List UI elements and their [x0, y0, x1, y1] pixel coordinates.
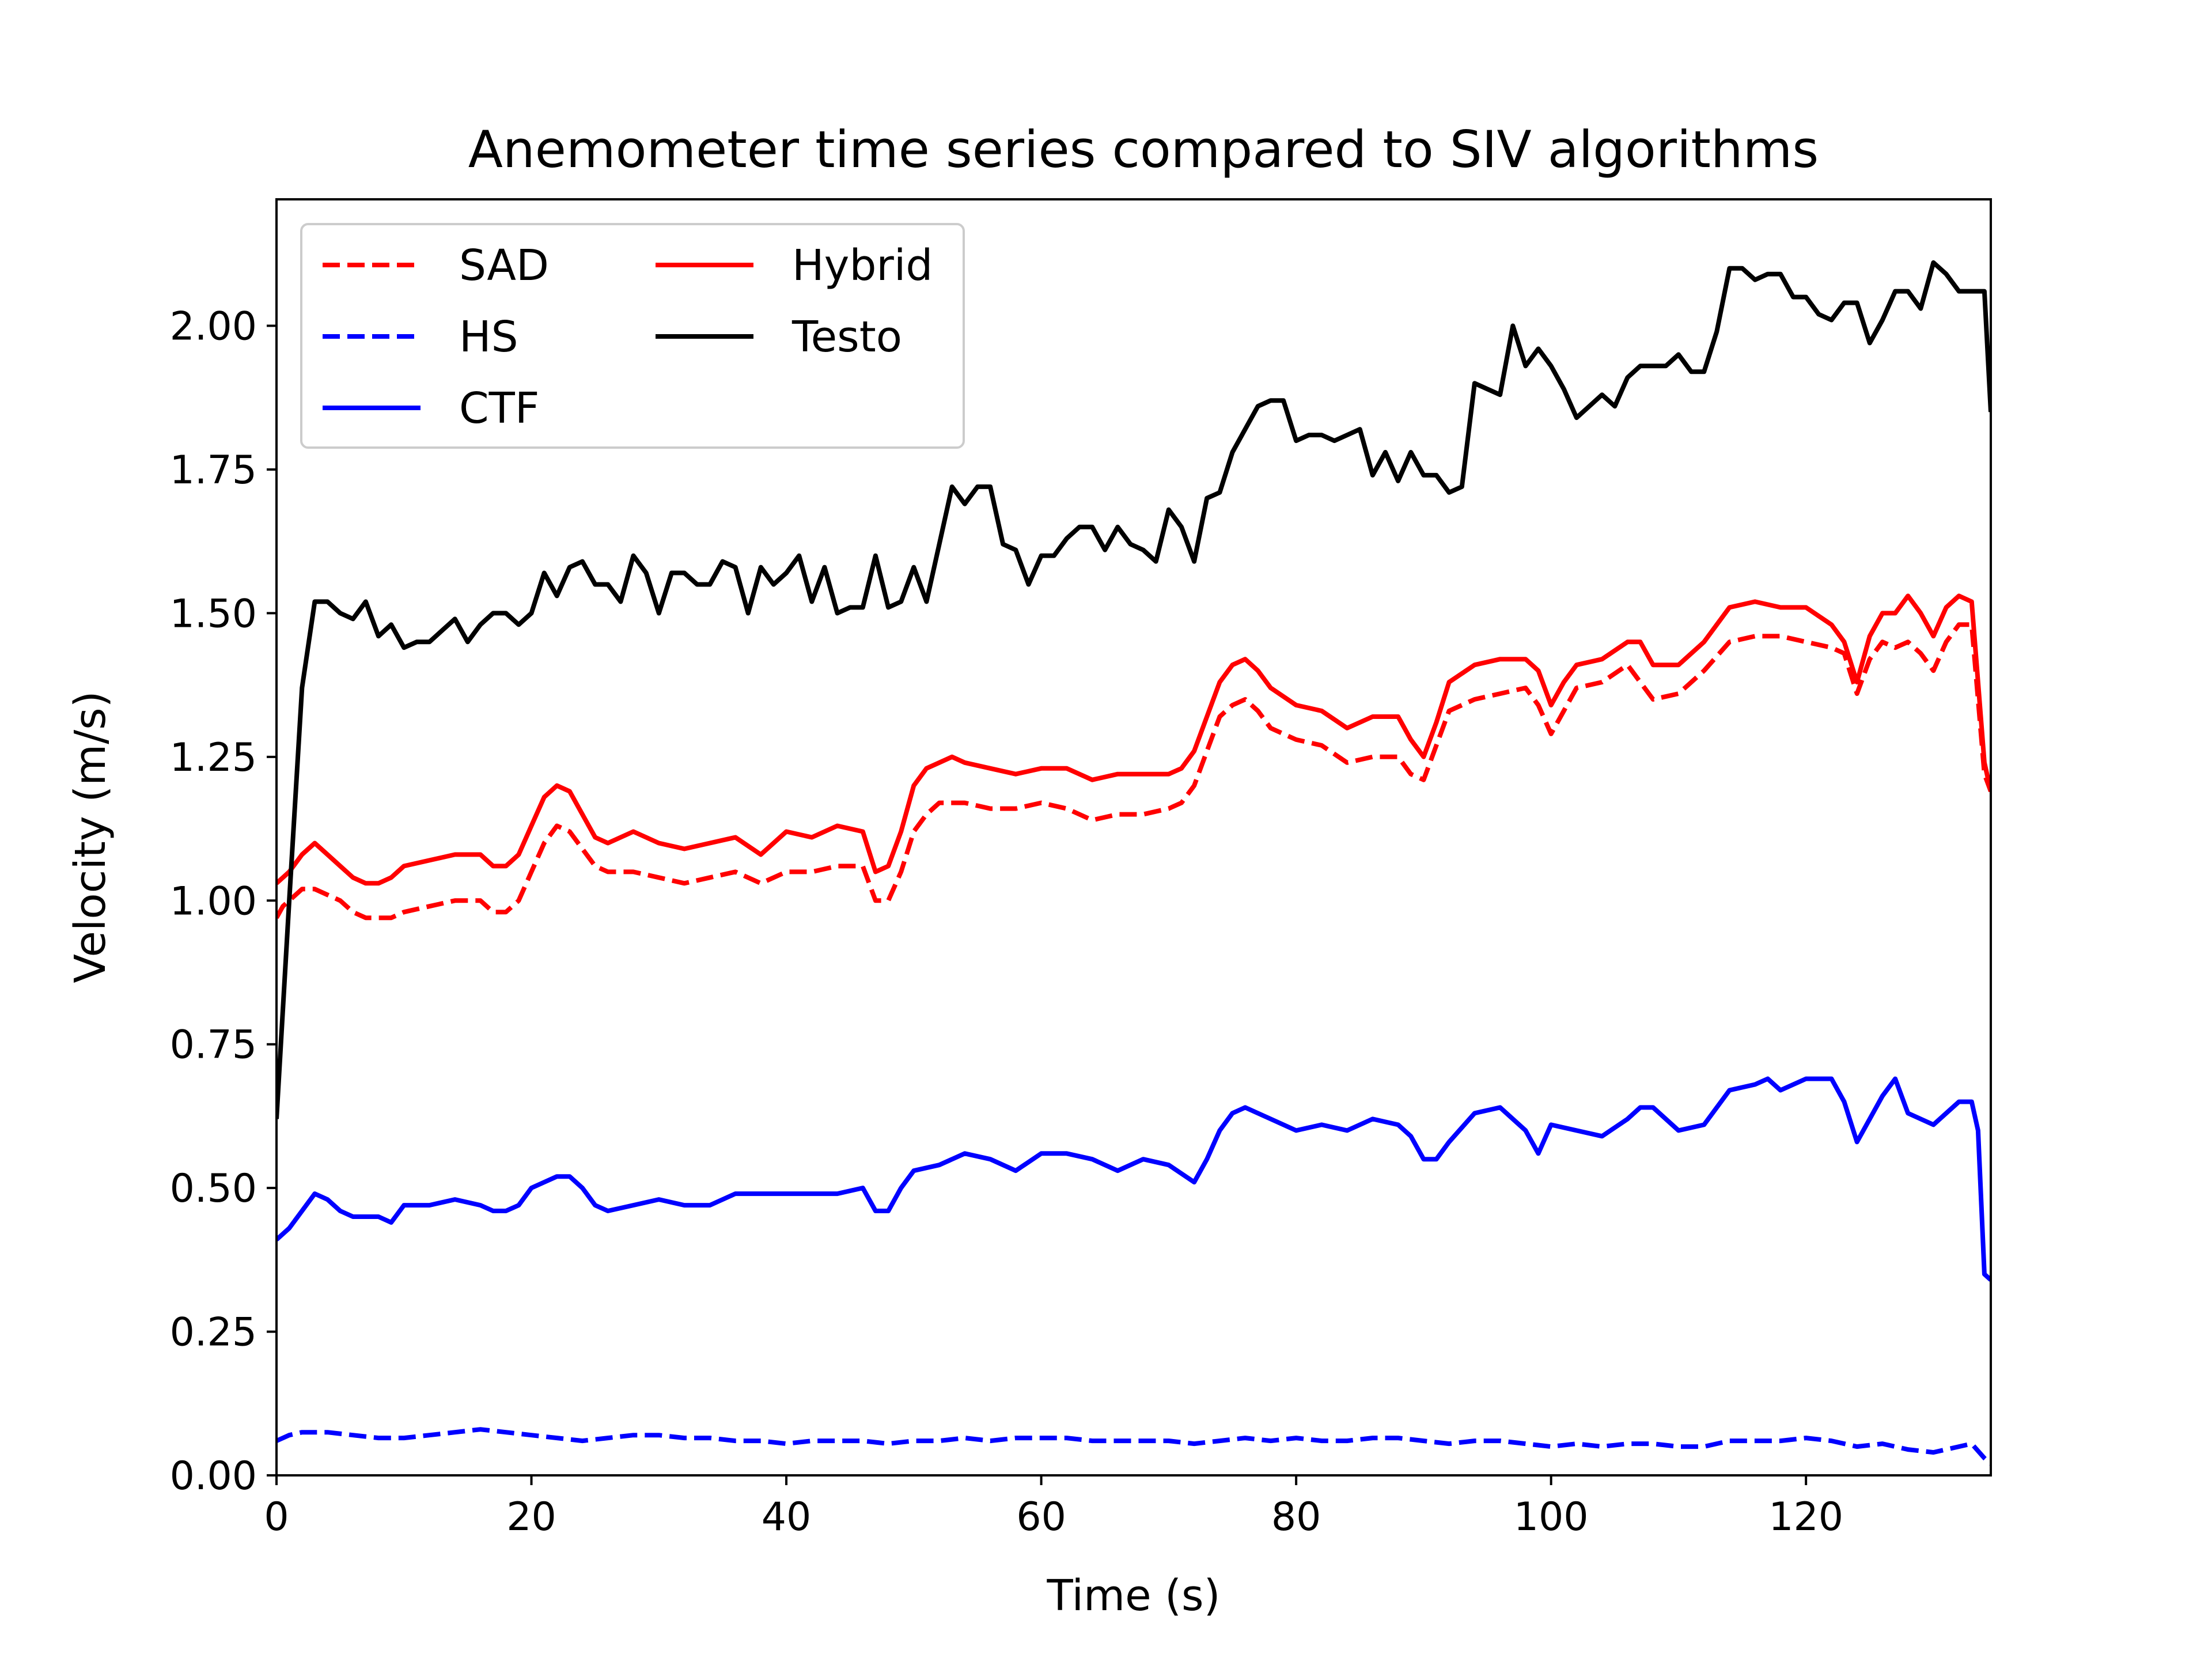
- y-tick-label: 1.75: [170, 448, 257, 493]
- y-axis-label: Velocity (m/s): [66, 691, 115, 983]
- y-tick-label: 1.25: [170, 735, 257, 781]
- legend-label-hybrid: Hybrid: [792, 241, 933, 290]
- series-line-testo: [276, 260, 1991, 1119]
- series-line-hybrid: [276, 593, 1991, 886]
- y-tick-label: 1.50: [170, 591, 257, 637]
- legend: SAD HS CTF Hybrid Testo: [300, 223, 965, 449]
- plot-series-group: [276, 260, 1991, 1466]
- legend-label-sad: SAD: [459, 241, 549, 290]
- series-line-sad: [276, 622, 1991, 921]
- x-tick-label: 80: [1271, 1494, 1321, 1540]
- legend-label-hs: HS: [459, 312, 518, 362]
- x-tick-label: 120: [1768, 1494, 1843, 1540]
- y-tick-label: 0.75: [170, 1023, 257, 1068]
- plot-frame: [275, 198, 1992, 1477]
- y-tick-label: 0.00: [170, 1453, 257, 1499]
- y-axis-ticks: 0.00 0.25 0.50 0.75 1.00 1.25 1.50 1.75 2.00: [170, 304, 276, 1499]
- x-tick-label: 100: [1514, 1494, 1589, 1540]
- x-axis-label: Time (s): [1047, 1571, 1221, 1621]
- legend-label-ctf: CTF: [459, 384, 539, 433]
- y-tick-label: 2.00: [170, 304, 257, 350]
- series-line-hs: [276, 1427, 1991, 1466]
- y-tick-label: 0.25: [170, 1310, 257, 1356]
- y-tick-label: 1.00: [170, 879, 257, 924]
- legend-entries: SAD HS CTF Hybrid Testo: [323, 241, 933, 433]
- x-tick-label: 20: [506, 1494, 556, 1540]
- x-axis-ticks: 0 20 40 60 80 100 120: [264, 1475, 1843, 1540]
- legend-box: [300, 223, 965, 449]
- y-tick-label: 0.50: [170, 1166, 257, 1212]
- series-line-ctf: [276, 1076, 1991, 1282]
- chart-title: Anemometer time series compared to SIV a…: [468, 120, 1819, 179]
- x-tick-label: 0: [264, 1494, 289, 1540]
- x-tick-label: 60: [1016, 1494, 1066, 1540]
- x-tick-label: 40: [762, 1494, 812, 1540]
- legend-label-testo: Testo: [791, 312, 902, 362]
